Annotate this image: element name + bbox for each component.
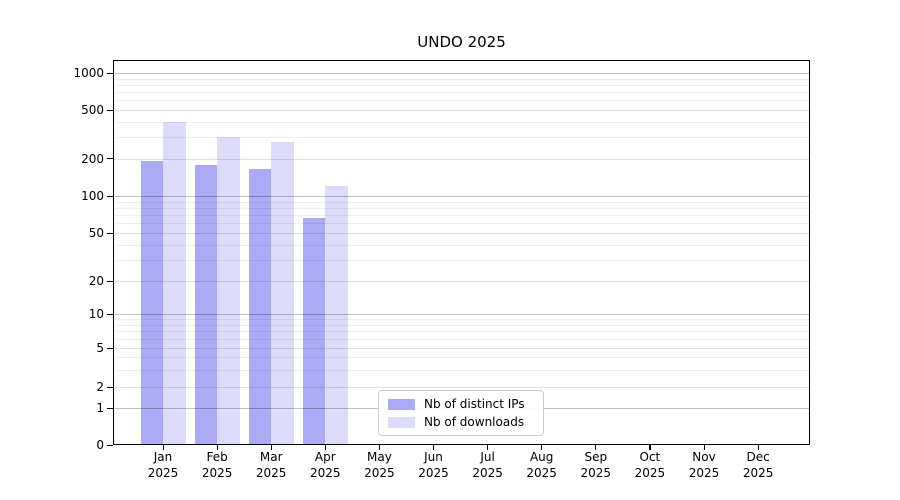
legend-item-downloads: Nb of downloads: [388, 415, 534, 429]
x-tick-label-apr: Apr 2025: [310, 450, 341, 480]
gridline-600: [114, 100, 809, 102]
gridline-400: [114, 121, 809, 123]
gridline-10: [114, 314, 809, 315]
bar-downloads-jan: [163, 121, 186, 445]
gridline-100: [114, 196, 809, 197]
y-tick-label-0: 0: [96, 438, 104, 452]
x-tick-jan: [162, 445, 164, 450]
x-tick-label-jun: Jun 2025: [418, 450, 449, 480]
gridline-5: [114, 348, 809, 349]
x-tick-jun: [433, 445, 435, 450]
y-tick-label-1000: 1000: [73, 66, 104, 80]
legend-swatch-downloads: [388, 416, 415, 428]
gridline-80: [114, 207, 809, 209]
y-tick-500: [107, 109, 113, 111]
x-tick-label-feb: Feb 2025: [201, 450, 233, 480]
gridline-70: [114, 215, 809, 217]
y-tick-label-2: 2: [96, 380, 104, 394]
bar-distinct-ips-jan: [140, 161, 163, 445]
x-tick-label-nov: Nov 2025: [688, 450, 720, 480]
x-tick-may: [378, 445, 381, 450]
x-tick-feb: [216, 445, 218, 450]
x-tick-sep: [595, 445, 597, 450]
y-tick-50: [107, 232, 113, 234]
legend-label-distinct-ips: Nb of distinct IPs: [424, 397, 525, 411]
bar-downloads-mar: [271, 141, 294, 445]
y-tick-label-200: 200: [81, 151, 104, 166]
y-tick-100: [107, 195, 113, 197]
gridline-8: [114, 324, 809, 326]
gridline-200: [114, 158, 809, 160]
gridline-800: [114, 84, 809, 86]
x-tick-dec: [757, 445, 759, 450]
y-tick-label-50: 50: [88, 226, 104, 240]
legend-swatch-distinct-ips: [388, 398, 415, 410]
x-tick-label-aug: Aug 2025: [526, 450, 557, 480]
y-tick-20: [107, 280, 113, 282]
x-tick-label-mar: Mar 2025: [255, 450, 287, 480]
bar-downloads-apr: [325, 186, 348, 445]
x-tick-oct: [649, 445, 651, 450]
gridline-40: [114, 244, 809, 246]
x-tick-apr: [324, 445, 326, 450]
gridline-700: [114, 92, 809, 94]
gridline-2: [114, 387, 809, 388]
x-tick-label-oct: Oct 2025: [634, 450, 666, 480]
x-tick-label-dec: Dec 2025: [742, 450, 774, 480]
y-tick-label-1: 1: [96, 401, 104, 415]
x-tick-label-jan: Jan 2025: [147, 450, 179, 480]
legend: Nb of distinct IPs Nb of downloads: [378, 390, 544, 436]
y-tick-5: [107, 347, 113, 349]
chart-title: UNDO 2025: [417, 33, 506, 51]
gridline-4: [114, 357, 809, 359]
y-tick-label-100: 100: [81, 189, 104, 203]
legend-item-distinct-ips: Nb of distinct IPs: [388, 397, 534, 411]
y-tick-200: [107, 158, 113, 160]
x-tick-jul: [487, 445, 489, 450]
bar-distinct-ips-feb: [194, 164, 218, 445]
legend-label-downloads: Nb of downloads: [424, 415, 525, 429]
gridline-30: [114, 259, 809, 261]
gridline-20: [114, 281, 809, 282]
y-tick-0: [107, 444, 113, 446]
x-tick-nov: [703, 445, 705, 450]
y-tick-1000: [107, 72, 113, 74]
y-tick-10: [107, 313, 113, 315]
y-tick-1: [107, 407, 113, 409]
plot-area: [113, 60, 810, 445]
gridline-9: [114, 319, 809, 321]
gridline-900: [114, 78, 809, 80]
gridline-3: [114, 369, 809, 371]
gridline-1000: [114, 73, 809, 74]
y-tick-2: [107, 386, 113, 388]
gridline-7: [114, 331, 809, 333]
gridline-90: [114, 201, 809, 203]
gridline-500: [114, 110, 809, 111]
gridline-6: [114, 339, 809, 341]
x-tick-mar: [270, 445, 272, 450]
x-tick-label-jul: Jul 2025: [472, 450, 503, 480]
gridline-60: [114, 223, 809, 225]
x-tick-label-sep: Sep 2025: [580, 450, 612, 480]
y-tick-label-10: 10: [88, 307, 104, 321]
y-tick-label-5: 5: [96, 341, 104, 355]
x-tick-aug: [541, 445, 543, 450]
bar-downloads-feb: [217, 137, 240, 445]
y-tick-label-500: 500: [81, 103, 104, 117]
bar-distinct-ips-mar: [248, 169, 272, 445]
y-tick-label-20: 20: [88, 274, 104, 288]
gridline-300: [114, 137, 809, 139]
gridline-50: [114, 233, 809, 234]
x-tick-label-may: May 2025: [364, 450, 395, 480]
bar-distinct-ips-apr: [302, 218, 326, 445]
